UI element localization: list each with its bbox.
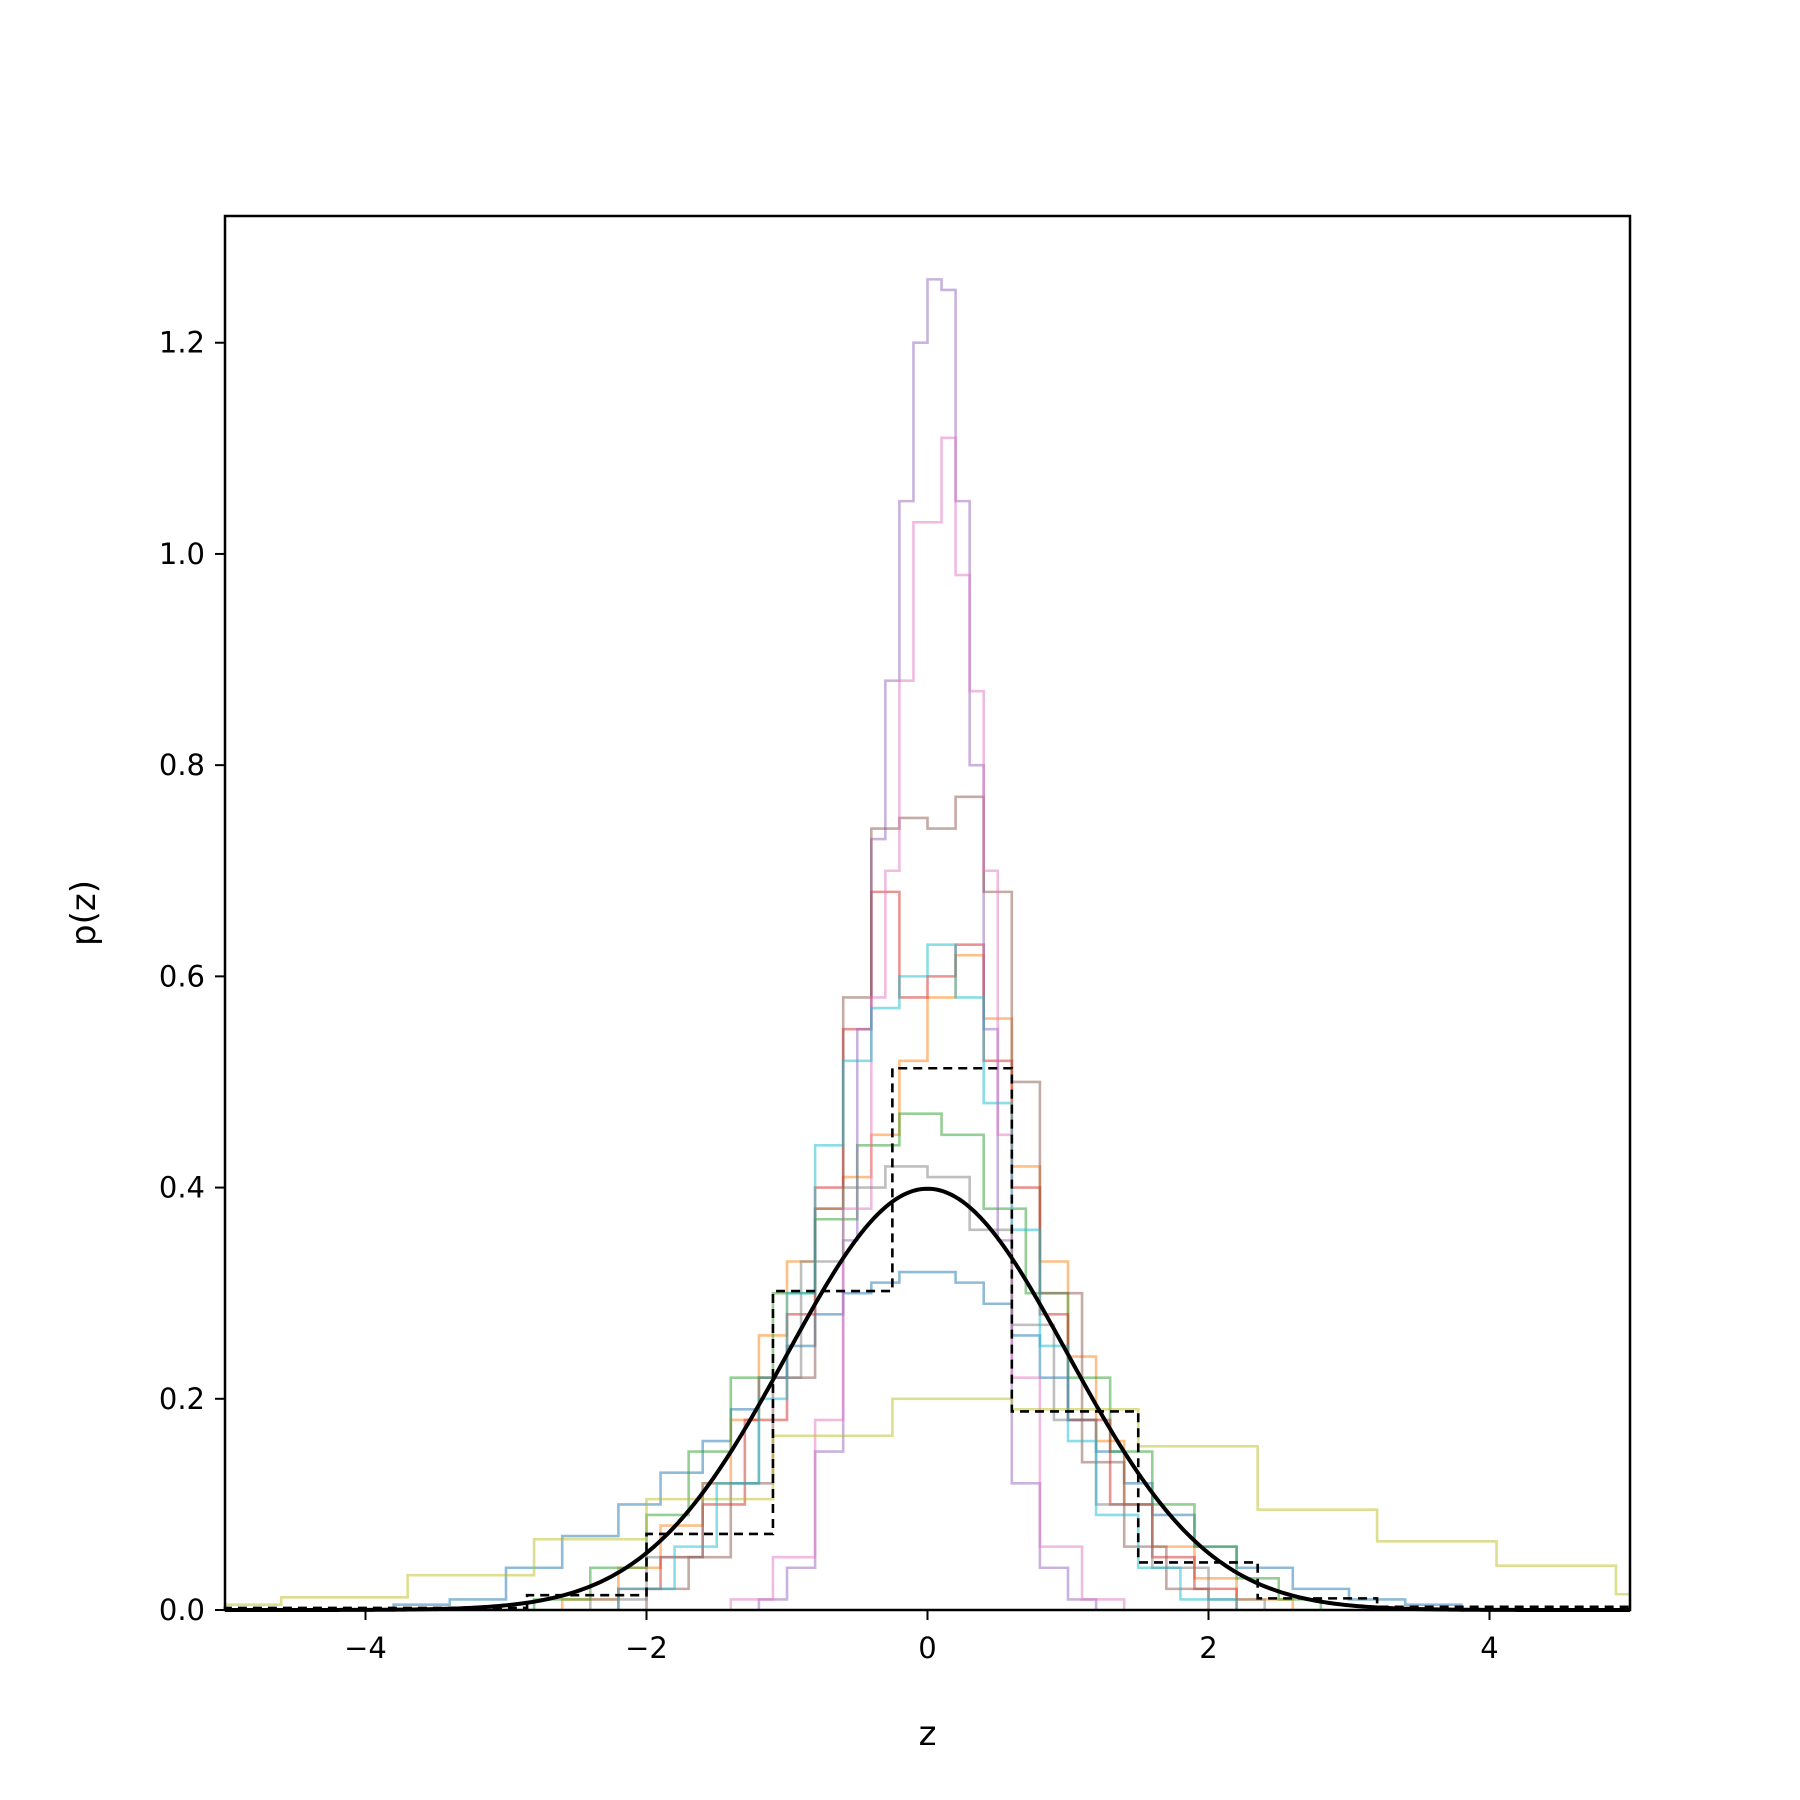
x-tick-label: 0 (918, 1631, 936, 1665)
y-tick-label: 0.0 (159, 1593, 205, 1627)
x-tick-label: −4 (344, 1631, 387, 1665)
y-axis-label: p(z) (64, 880, 104, 946)
histogram-series-8 (589, 1165, 1266, 1610)
y-tick-label: 0.6 (159, 959, 205, 993)
x-tick-label: 4 (1480, 1631, 1498, 1665)
x-tick-label: −2 (625, 1631, 668, 1665)
y-tick-label: 0.2 (159, 1382, 205, 1416)
y-tick-label: 1.2 (159, 326, 205, 360)
plot-frame (223, 214, 1632, 1612)
x-axis-label: z (919, 1714, 937, 1754)
histogram-series-6 (645, 795, 1210, 1610)
series-layer (223, 278, 1632, 1612)
reference-histogram-dashed (223, 1066, 1632, 1610)
y-tick-label: 0.8 (159, 748, 205, 782)
histogram-series-7 (729, 436, 1126, 1610)
histogram-series-10 (617, 943, 1238, 1610)
y-tick-label: 0.4 (159, 1171, 205, 1205)
histogram-series-2 (560, 953, 1295, 1610)
x-tick-label: 2 (1199, 1631, 1217, 1665)
y-axis: 0.0 0.2 0.4 0.6 0.8 1.0 1.2 (159, 326, 225, 1627)
x-axis: −4 −2 0 2 4 (344, 1610, 1499, 1665)
histogram-series-4 (617, 890, 1238, 1610)
y-tick-label: 1.0 (159, 537, 205, 571)
histogram-series-1 (392, 1270, 1463, 1610)
histogram-series-9 (223, 1397, 1632, 1610)
normal-pdf-curve (225, 1186, 1630, 1612)
